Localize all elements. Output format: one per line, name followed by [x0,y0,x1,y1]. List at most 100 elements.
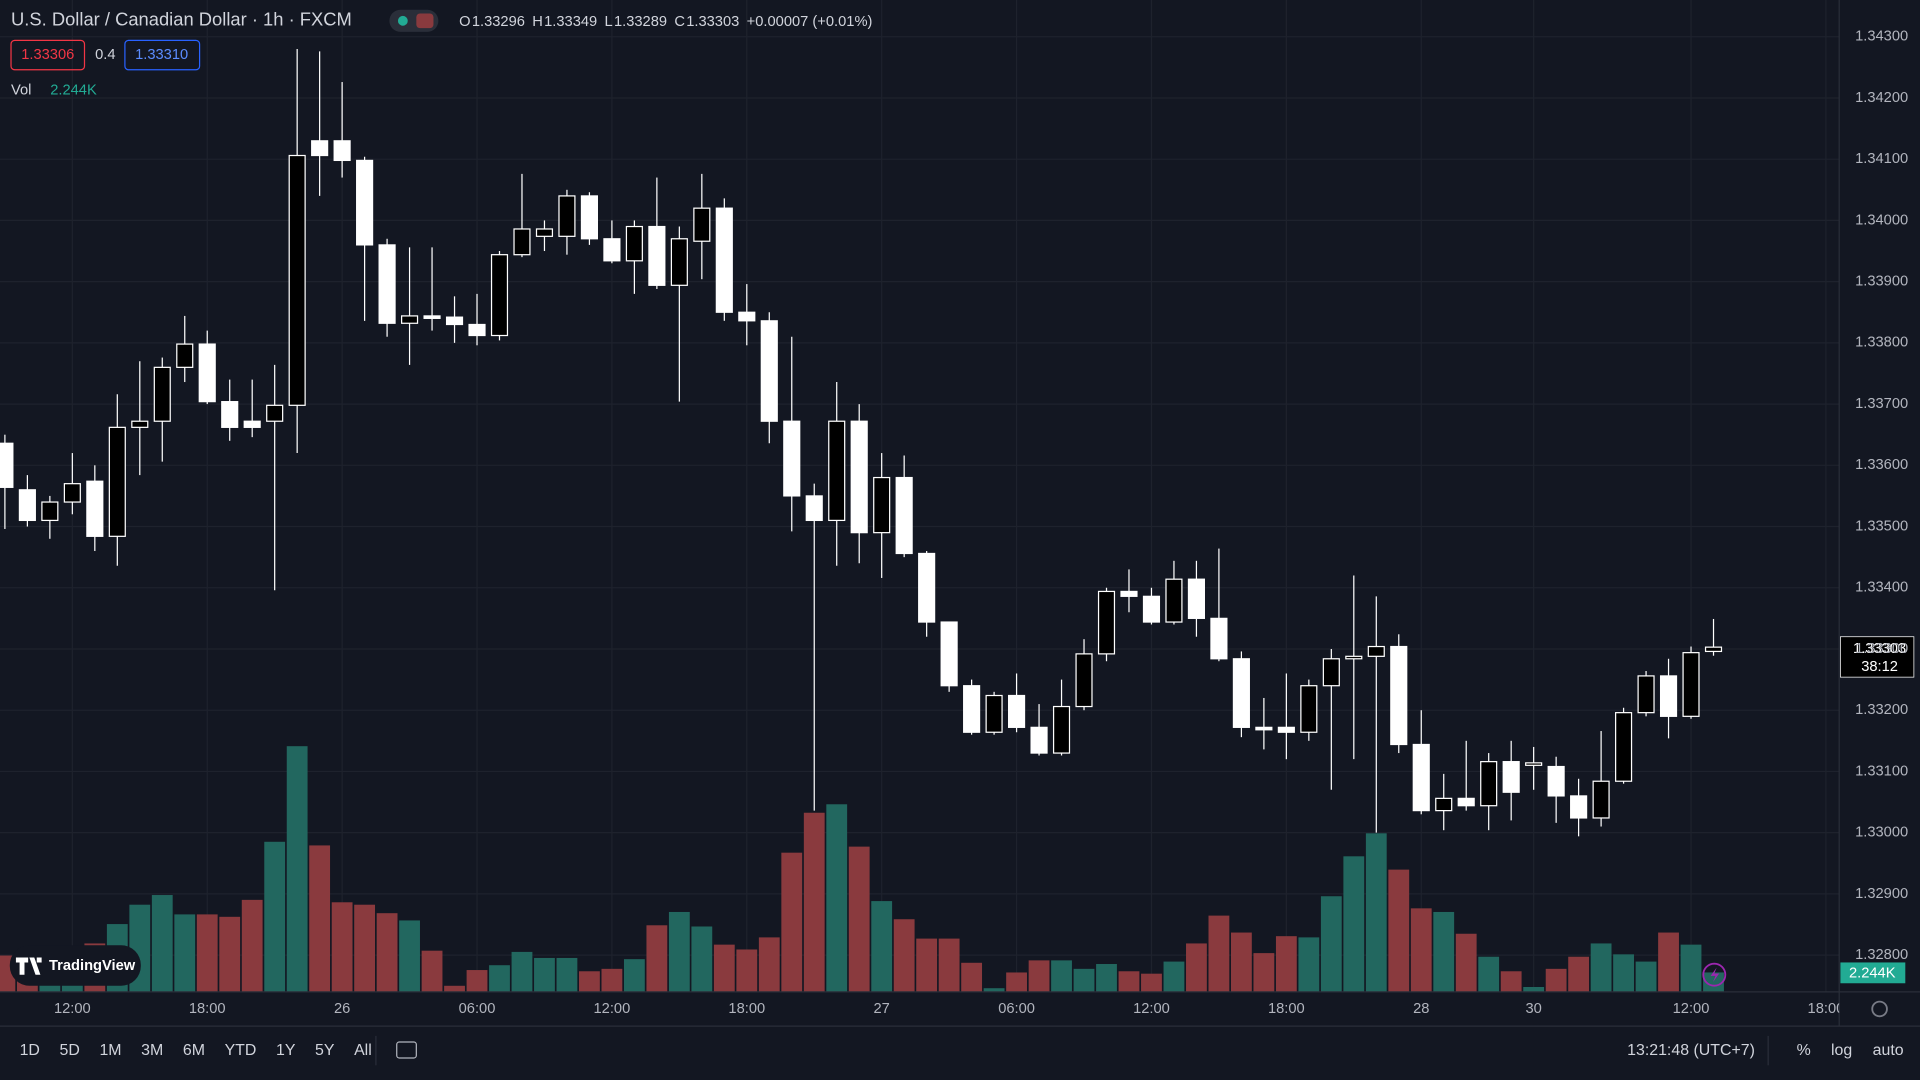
y-tick-label: 1.33900 [1855,274,1908,290]
candle-body [1525,762,1543,766]
candle-body [1615,712,1633,782]
candle-body [715,207,733,313]
volume-bar [444,985,465,992]
last-price-box [1840,636,1915,678]
candle-body [0,442,14,488]
legend-key: H [532,14,543,30]
candle-body [1097,590,1116,655]
range-button[interactable]: YTD [225,1042,257,1059]
candle-body [1367,645,1385,657]
settings-icon[interactable] [1871,1000,1888,1018]
range-button[interactable]: 3M [141,1042,163,1059]
candle-body [513,228,531,256]
x-tick-label: 12:00 [54,1001,91,1017]
x-tick-label: 12:00 [1673,1001,1710,1017]
log-toggle[interactable]: log [1831,1042,1852,1059]
last-price: 1.33303 [1853,641,1906,657]
range-button[interactable]: 5D [60,1042,80,1059]
candle-body [311,140,329,157]
volume-axis-label: 2.244K [1849,965,1896,981]
x-tick-label: 26 [334,1001,350,1017]
y-tick-label: 1.32800 [1855,947,1908,963]
status-flag [416,13,434,29]
candle-body [1187,578,1206,619]
candle-body [873,476,891,534]
volume-bar [1096,964,1117,992]
volume-bar [713,944,735,992]
percent-toggle[interactable]: % [1797,1042,1811,1059]
x-tick-label: 28 [1413,1001,1429,1017]
candle-body [828,420,846,522]
range-button[interactable]: 6M [183,1042,205,1059]
volume-bar [1253,953,1275,992]
range-button[interactable]: 1Y [276,1042,296,1059]
volume-bar [1523,986,1545,992]
x-tick-label: 18:00 [728,1001,765,1017]
candle-body [1412,743,1430,812]
alert-icon[interactable] [1702,962,1727,987]
ohlc-legend: O 1.33296 H 1.33349 L 1.33289 C 1.33303 +0.00007… [459,14,872,30]
volume-bar [1275,936,1297,992]
volume-bar [219,916,241,992]
legend-key: L [605,14,613,30]
candle-body [850,420,868,534]
y-tick-label: 1.33700 [1855,396,1908,412]
volume-bar [579,971,600,992]
y-tick-label: 1.33600 [1855,457,1908,473]
candle-body [1165,578,1183,623]
y-tick-label: 1.34100 [1855,151,1908,167]
y-tick-label: 1.33300 [1855,641,1908,657]
volume-bar [1613,954,1634,992]
candle-body [1008,694,1026,728]
x-tick-label: 30 [1525,1001,1541,1017]
logo-badge[interactable] [9,945,141,986]
candle-body [805,495,823,522]
volume-bar [354,904,376,992]
volume-bar [1141,973,1162,992]
range-button[interactable]: 1M [99,1042,121,1059]
volume-bar [668,911,690,992]
candle-body [1435,797,1453,812]
candle-body [1232,658,1250,728]
candle-body [333,140,351,162]
y-tick-label: 1.33200 [1855,702,1908,718]
candle-body [1502,761,1520,793]
sell-box[interactable] [10,39,86,71]
range-button[interactable]: 1D [20,1042,40,1059]
date-range-icon[interactable] [396,1041,417,1059]
candle-body [1052,705,1071,754]
candle-body [693,207,711,242]
candle-body [1075,653,1093,708]
y-tick-label: 1.33100 [1855,763,1908,779]
volume-name: Vol [11,82,31,98]
volume-bar [1680,944,1702,992]
candle-body [603,238,621,262]
candle-body [198,343,216,403]
volume-bar [466,970,488,992]
candle-body [243,420,261,428]
range-button[interactable]: All [354,1042,372,1059]
volume-bar [1433,911,1455,992]
auto-toggle[interactable]: auto [1873,1042,1904,1059]
candle-body [131,420,149,428]
legend-change: +0.00007 (+0.01%) [747,14,873,30]
volume-bar [1388,869,1410,992]
candle-body [985,694,1003,733]
volume-bar [1410,908,1432,992]
volume-bar [646,925,668,992]
candle-body [760,320,778,422]
range-button[interactable]: 5Y [315,1042,335,1059]
buy-box[interactable] [124,39,201,71]
candle-body [895,476,913,555]
candle-body [468,323,486,337]
volume-bar [1006,972,1027,992]
candle-body [1300,685,1318,733]
volume-bar [1073,968,1095,992]
candle-body [1704,646,1723,653]
price-pane [0,48,1723,837]
toolbar: 1D 5D 1M 3M 6M YTD 1Y 5Y All [20,1042,372,1059]
volume-bar [893,919,915,992]
candle-body [783,420,801,497]
volume-bar [286,746,308,992]
candle-body [1592,780,1610,819]
